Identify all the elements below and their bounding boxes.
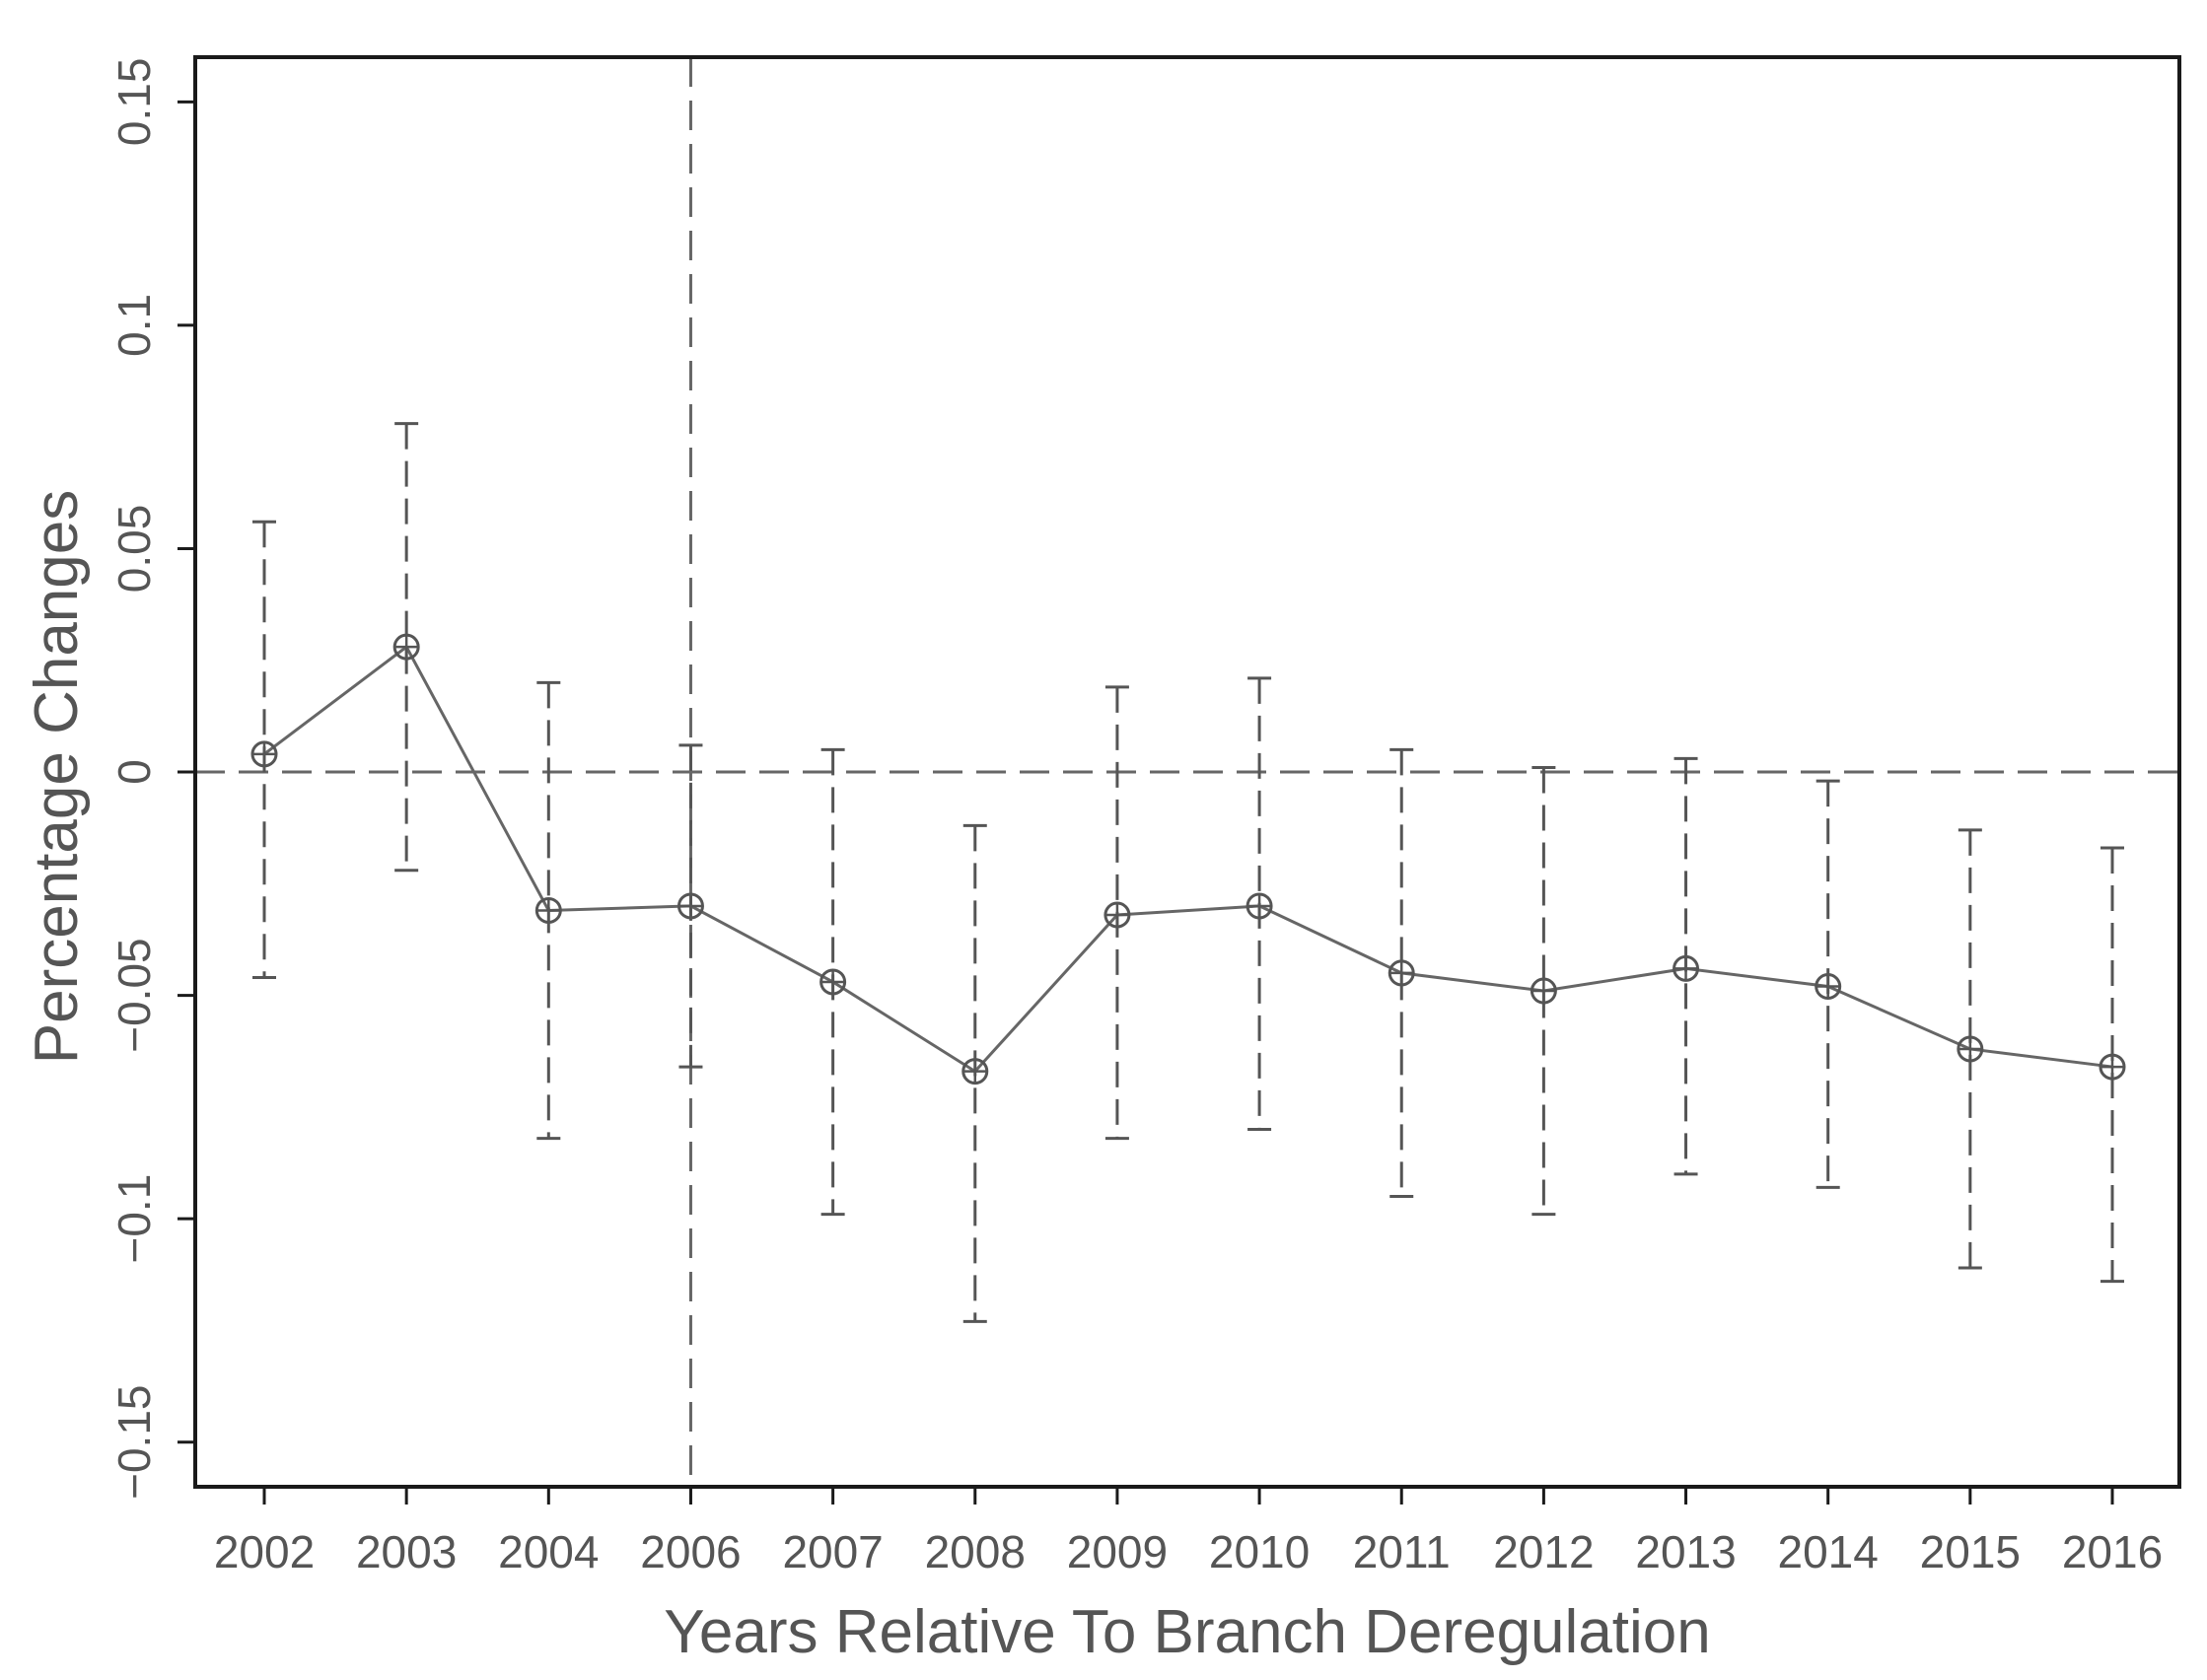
x-tick-label: 2014: [1778, 1526, 1879, 1577]
y-tick-label: −0.15: [108, 1384, 160, 1499]
y-tick-label: 0: [108, 759, 160, 785]
x-tick-label: 2008: [925, 1526, 1026, 1577]
y-tick-label: −0.05: [108, 938, 160, 1052]
axes: 0.15 0.1 0.05 0 −0.05 −0.1 −0.15 2002 2003 2004 20…: [108, 55, 2181, 1577]
data-point-2010: [1246, 892, 1273, 920]
y-tick-label: 0.05: [108, 505, 160, 594]
series-line: [263, 644, 2113, 1074]
x-tick-label: 2010: [1209, 1526, 1310, 1577]
y-tick-label: −0.1: [108, 1174, 160, 1264]
x-axis-title: Years Relative To Branch Deregulation: [664, 1598, 1711, 1666]
data-point-2012: [1530, 977, 1557, 1005]
x-tick-label: 2009: [1067, 1526, 1168, 1577]
data-point-2014: [1815, 973, 1842, 1000]
series: [250, 633, 2126, 1085]
x-tick-label: 2016: [2062, 1526, 2163, 1577]
x-tick-label: 2004: [498, 1526, 599, 1577]
y-axis-title: Percentage Changes: [23, 490, 91, 1065]
data-point-2004: [534, 896, 562, 924]
plot-frame: [193, 55, 2181, 1489]
error-bars: [252, 422, 2124, 1323]
x-tick-label: 2012: [1493, 1526, 1594, 1577]
x-tick-label: 2003: [356, 1526, 457, 1577]
x-tick-label: 2013: [1635, 1526, 1736, 1577]
data-point-2009: [1104, 901, 1131, 929]
data-point-2006: [676, 892, 704, 920]
data-point-2003: [392, 633, 420, 661]
x-tick-label: 2011: [1353, 1526, 1451, 1577]
data-point-2011: [1388, 959, 1415, 987]
x-tick-label: 2015: [1920, 1526, 2021, 1577]
x-tick-label: 2007: [782, 1526, 883, 1577]
x-tick-label: 2006: [640, 1526, 741, 1577]
y-tick-label: 0.1: [108, 294, 160, 357]
data-point-2013: [1673, 954, 1700, 982]
reference-lines: [195, 57, 2179, 1487]
y-tick-label: 0.15: [108, 58, 160, 147]
data-point-2016: [2099, 1053, 2126, 1081]
data-point-2002: [250, 740, 278, 768]
data-point-2007: [819, 968, 847, 996]
data-point-2015: [1957, 1035, 1984, 1063]
x-tick-label: 2002: [214, 1526, 315, 1577]
data-point-2008: [961, 1058, 989, 1085]
